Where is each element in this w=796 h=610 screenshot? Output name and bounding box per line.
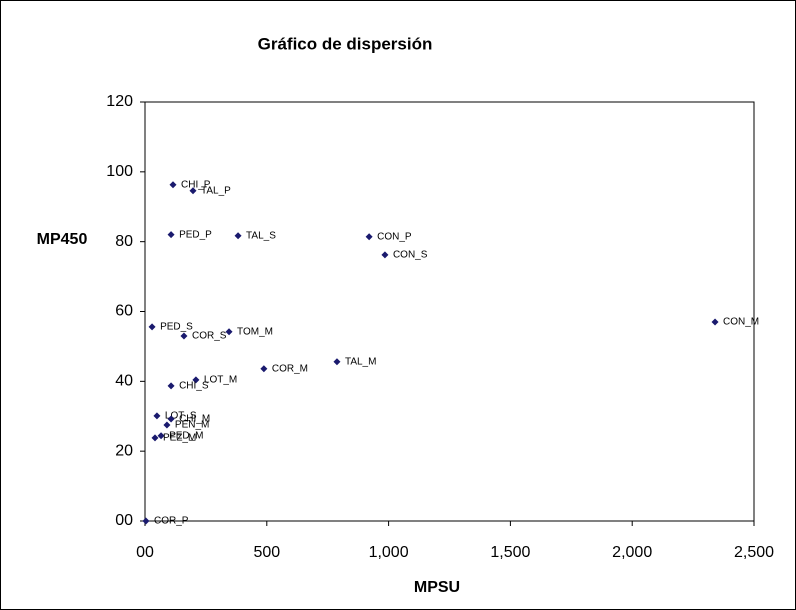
point-label: TAL_P	[201, 185, 231, 196]
point-label: CHI_P	[181, 179, 211, 190]
point-label: COR_M	[272, 363, 308, 374]
point	[381, 251, 389, 259]
point	[151, 434, 159, 442]
point	[169, 181, 177, 189]
point-label: PED_S	[160, 322, 193, 333]
y-axis-label: MP450	[37, 231, 88, 248]
y-tick-label: 80	[115, 233, 133, 250]
point	[157, 432, 165, 440]
point-label: LOT_S	[165, 411, 197, 422]
point-label: CHI_S	[179, 381, 209, 392]
x-tick-label: 500	[253, 544, 280, 561]
x-tick-label: 1,000	[369, 544, 409, 561]
x-axis-label: MPSU	[414, 579, 460, 596]
point-label: COR_S	[192, 331, 227, 342]
y-tick-label: 120	[106, 93, 133, 110]
point-label: PEZ_M	[163, 433, 196, 444]
y-tick-label: 100	[106, 163, 133, 180]
point	[163, 421, 171, 429]
x-tick-label: 2,000	[612, 544, 652, 561]
point	[148, 323, 156, 331]
point	[167, 231, 175, 239]
x-tick-label: 00	[136, 544, 154, 561]
x-tick-label: 1,500	[490, 544, 530, 561]
point	[365, 233, 373, 241]
point-label: LOT_M	[204, 375, 237, 386]
chart-title: Gráfico de dispersión	[258, 34, 433, 53]
point-label: TOM_M	[237, 326, 273, 337]
point-label: CON_P	[377, 231, 412, 242]
point	[711, 318, 719, 326]
point-label: COR_P	[154, 516, 189, 527]
point	[142, 517, 150, 525]
y-tick-label: 60	[115, 303, 133, 320]
point	[189, 187, 197, 195]
point-label: CHI_M	[179, 414, 210, 425]
point-label: PED_M	[169, 430, 203, 441]
point	[192, 376, 200, 384]
point-label: TAL_S	[246, 230, 276, 241]
point	[234, 232, 242, 240]
point-label: PED_P	[179, 229, 212, 240]
y-tick-label: 00	[115, 512, 133, 529]
point	[180, 332, 188, 340]
y-tick-label: 40	[115, 373, 133, 390]
point-label: CON_M	[723, 317, 759, 328]
point-label: CON_S	[393, 250, 428, 261]
point	[333, 358, 341, 366]
point-label: PEN_M	[175, 420, 209, 431]
point	[153, 412, 161, 420]
point	[167, 415, 175, 423]
y-tick-label: 20	[115, 442, 133, 459]
x-tick-label: 2,500	[734, 544, 774, 561]
point	[225, 328, 233, 336]
point	[167, 382, 175, 390]
point-label: TAL_M	[345, 356, 377, 367]
point	[260, 365, 268, 373]
